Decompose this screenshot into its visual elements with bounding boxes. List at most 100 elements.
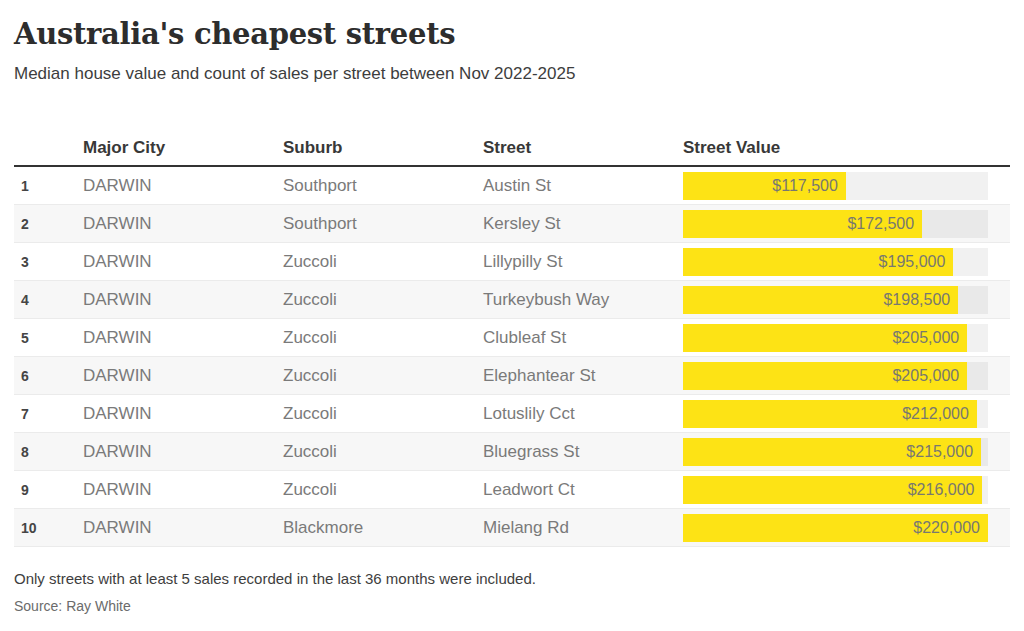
column-header-major-city: Major City <box>83 138 283 158</box>
table-row: 2 DARWIN Southport Kersley St $172,500 <box>14 205 1010 243</box>
streets-table: Major City Suburb Street Street Value 1 … <box>14 130 1010 547</box>
value-bar-track: $117,500 <box>683 172 988 200</box>
street-cell: Austin St <box>483 176 683 196</box>
value-bar-track: $212,000 <box>683 400 988 428</box>
footnote: Only streets with at least 5 sales recor… <box>14 569 1010 589</box>
city-cell: DARWIN <box>83 176 283 196</box>
value-label: $220,000 <box>913 519 988 537</box>
value-label: $198,500 <box>883 291 958 309</box>
street-cell: Kersley St <box>483 214 683 234</box>
rank-cell: 7 <box>14 406 83 422</box>
value-cell: $205,000 <box>683 362 1010 390</box>
value-label: $172,500 <box>847 215 922 233</box>
value-label: $117,500 <box>772 177 846 195</box>
city-cell: DARWIN <box>83 214 283 234</box>
value-cell: $198,500 <box>683 286 1010 314</box>
suburb-cell: Zuccoli <box>283 328 483 348</box>
rank-cell: 2 <box>14 216 83 232</box>
city-cell: DARWIN <box>83 328 283 348</box>
table-row: 5 DARWIN Zuccoli Clubleaf St $205,000 <box>14 319 1010 357</box>
value-label: $216,000 <box>908 481 983 499</box>
street-cell: Bluegrass St <box>483 442 683 462</box>
value-bar-fill: $220,000 <box>683 514 988 542</box>
table-row: 3 DARWIN Zuccoli Lillypilly St $195,000 <box>14 243 1010 281</box>
value-bar-track: $205,000 <box>683 324 988 352</box>
value-cell: $195,000 <box>683 248 1010 276</box>
city-cell: DARWIN <box>83 518 283 538</box>
column-header-suburb: Suburb <box>283 138 483 158</box>
value-cell: $215,000 <box>683 438 1010 466</box>
rank-cell: 10 <box>14 520 83 536</box>
table-row: 7 DARWIN Zuccoli Lotuslily Cct $212,000 <box>14 395 1010 433</box>
street-cell: Elephantear St <box>483 366 683 386</box>
rank-cell: 9 <box>14 482 83 498</box>
suburb-cell: Blackmore <box>283 518 483 538</box>
value-bar-track: $195,000 <box>683 248 988 276</box>
suburb-cell: Southport <box>283 214 483 234</box>
city-cell: DARWIN <box>83 366 283 386</box>
value-bar-fill: $195,000 <box>683 248 953 276</box>
value-cell: $220,000 <box>683 514 1010 542</box>
value-label: $215,000 <box>906 443 981 461</box>
table-row: 9 DARWIN Zuccoli Leadwort Ct $216,000 <box>14 471 1010 509</box>
city-cell: DARWIN <box>83 480 283 500</box>
street-cell: Lotuslily Cct <box>483 404 683 424</box>
value-bar-fill: $216,000 <box>683 476 982 504</box>
table-row: 4 DARWIN Zuccoli Turkeybush Way $198,500 <box>14 281 1010 319</box>
table-row: 8 DARWIN Zuccoli Bluegrass St $215,000 <box>14 433 1010 471</box>
table-row: 10 DARWIN Blackmore Mielang Rd $220,000 <box>14 509 1010 547</box>
suburb-cell: Southport <box>283 176 483 196</box>
rank-cell: 6 <box>14 368 83 384</box>
value-cell: $216,000 <box>683 476 1010 504</box>
city-cell: DARWIN <box>83 252 283 272</box>
table-row: 1 DARWIN Southport Austin St $117,500 <box>14 167 1010 205</box>
rank-cell: 1 <box>14 178 83 194</box>
value-cell: $212,000 <box>683 400 1010 428</box>
value-bar-fill: $198,500 <box>683 286 958 314</box>
value-cell: $117,500 <box>683 172 1010 200</box>
value-bar-fill: $117,500 <box>683 172 846 200</box>
value-bar-track: $216,000 <box>683 476 988 504</box>
suburb-cell: Zuccoli <box>283 290 483 310</box>
value-bar-fill: $205,000 <box>683 324 967 352</box>
value-bar-track: $172,500 <box>683 210 988 238</box>
value-bar-track: $215,000 <box>683 438 988 466</box>
column-header-street-value: Street Value <box>683 138 1010 158</box>
value-label: $212,000 <box>902 405 977 423</box>
suburb-cell: Zuccoli <box>283 404 483 424</box>
table-header-row: Major City Suburb Street Street Value <box>14 130 1010 167</box>
suburb-cell: Zuccoli <box>283 252 483 272</box>
suburb-cell: Zuccoli <box>283 366 483 386</box>
street-cell: Lillypilly St <box>483 252 683 272</box>
rank-cell: 3 <box>14 254 83 270</box>
city-cell: DARWIN <box>83 442 283 462</box>
table-body: 1 DARWIN Southport Austin St $117,500 2 … <box>14 167 1010 547</box>
chart-card: Australia's cheapest streets Median hous… <box>0 0 1024 615</box>
value-bar-track: $220,000 <box>683 514 988 542</box>
city-cell: DARWIN <box>83 290 283 310</box>
chart-subtitle: Median house value and count of sales pe… <box>14 62 1010 86</box>
value-label: $195,000 <box>879 253 954 271</box>
street-cell: Clubleaf St <box>483 328 683 348</box>
rank-cell: 8 <box>14 444 83 460</box>
suburb-cell: Zuccoli <box>283 480 483 500</box>
street-cell: Turkeybush Way <box>483 290 683 310</box>
value-cell: $205,000 <box>683 324 1010 352</box>
street-cell: Mielang Rd <box>483 518 683 538</box>
rank-cell: 5 <box>14 330 83 346</box>
chart-title: Australia's cheapest streets <box>14 16 1010 52</box>
city-cell: DARWIN <box>83 404 283 424</box>
suburb-cell: Zuccoli <box>283 442 483 462</box>
value-bar-fill: $212,000 <box>683 400 977 428</box>
table-row: 6 DARWIN Zuccoli Elephantear St $205,000 <box>14 357 1010 395</box>
value-bar-track: $205,000 <box>683 362 988 390</box>
value-bar-fill: $172,500 <box>683 210 922 238</box>
column-header-street: Street <box>483 138 683 158</box>
value-bar-track: $198,500 <box>683 286 988 314</box>
source-credit: Source: Ray White <box>14 597 1010 615</box>
rank-cell: 4 <box>14 292 83 308</box>
value-label: $205,000 <box>892 329 967 347</box>
value-cell: $172,500 <box>683 210 1010 238</box>
value-bar-fill: $215,000 <box>683 438 981 466</box>
value-label: $205,000 <box>892 367 967 385</box>
